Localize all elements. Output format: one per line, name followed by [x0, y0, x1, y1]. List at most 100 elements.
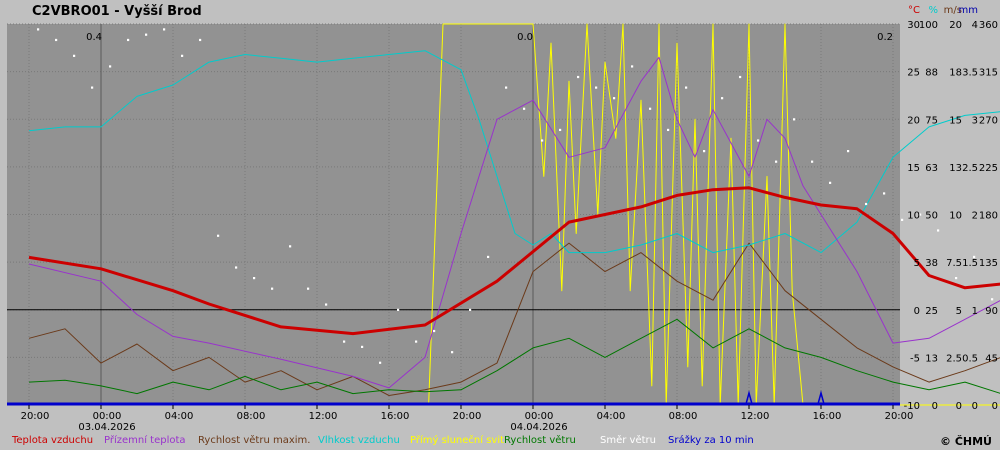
chart-title: C2VBRO01 - Vyšší Brod [32, 4, 202, 19]
x-axis: 20:00 00:00 04:00 08:00 12:00 16:00 20:00 00:00… [21, 405, 914, 433]
x-tick-label: 12:00 [741, 411, 770, 422]
unit-label: % [928, 5, 938, 16]
wind-direction-point [577, 75, 580, 79]
precip-layer [7, 390, 900, 406]
radiation-scale-label: 0.4 [86, 32, 102, 43]
y-tick-wind_speed: 13 [949, 163, 962, 174]
legend-entry: Srážky za 10 min [668, 434, 754, 446]
x-tick-label: 08:00 [669, 411, 698, 422]
unit-labels: °C% m/smm [908, 5, 978, 16]
wind-direction-point [541, 139, 544, 142]
y-tick-wind_direction: 270 [979, 115, 998, 126]
x-tick-label: 04:00 [165, 411, 194, 422]
wind-direction-point [217, 234, 220, 237]
wind-direction-point [973, 255, 976, 259]
wind-direction-layer [37, 28, 994, 364]
x-tick-label: 08:00 [237, 411, 266, 422]
wind-direction-point [757, 139, 760, 142]
wind-direction-point [721, 97, 724, 100]
wind-direction-point [55, 38, 58, 42]
wind-direction-point [829, 181, 832, 184]
wind-direction-point [163, 28, 166, 31]
wind-direction-point [739, 75, 742, 79]
x-tick-label: 04:00 [597, 411, 626, 422]
wind-direction-point [901, 218, 904, 221]
y-tick-wind_direction: 45 [985, 353, 998, 364]
wind-direction-point [955, 277, 958, 280]
y-tick-temperature: 15 [907, 163, 920, 174]
radiation-scale-label: 0.0 [517, 32, 533, 43]
wind-direction-point [559, 128, 562, 132]
y-tick-precipitation: 0.5 [962, 353, 978, 364]
series-wind [28, 318, 1000, 395]
x-tick-label: 16:00 [381, 411, 410, 422]
y-tick-wind_speed: 10 [949, 211, 962, 222]
x-tick-label: 00:00 [93, 411, 122, 422]
y-tick-temperature: 30 [907, 20, 920, 31]
x-tick-label: 20:00 [21, 411, 50, 422]
y-tick-temperature: -10 [904, 401, 920, 412]
legend: Teplota vzduchu Přízemní teplota Rychlost … [11, 434, 754, 446]
y-tick-humidity: 63 [925, 163, 938, 174]
y-tick-wind_direction: 0 [992, 401, 998, 412]
y-tick-wind_direction: 360 [979, 20, 998, 31]
wind-direction-point [505, 86, 508, 89]
wind-direction-point [253, 277, 256, 280]
wind-direction-point [145, 33, 148, 36]
y-tick-temperature: 0 [914, 306, 920, 317]
precip-mark [817, 390, 825, 405]
wind-direction-point [793, 118, 796, 121]
legend-entry: Rychlost větru [504, 434, 576, 446]
wind-direction-point [469, 308, 472, 311]
series-gust [28, 242, 1000, 396]
wind-direction-point [937, 229, 940, 232]
y-tick-precipitation: 4 [972, 20, 978, 31]
x-tick-label: 16:00 [813, 411, 842, 422]
wind-direction-point [847, 150, 850, 153]
legend-entry: Přímý sluneční svit [410, 434, 504, 446]
y-tick-humidity: 100 [919, 20, 938, 31]
precip-mark [745, 390, 753, 405]
wind-direction-point [685, 86, 688, 89]
wind-direction-point [91, 86, 94, 89]
y-tick-wind_direction: 90 [985, 306, 998, 317]
y-axes: 302520151050-5-1010088756350382513020181… [904, 20, 998, 412]
wind-direction-point [235, 266, 238, 269]
y-tick-wind_speed: 15 [949, 115, 962, 126]
legend-entry: Rychlost větru maxim. [198, 434, 310, 446]
wind-direction-point [631, 65, 634, 68]
y-tick-humidity: 75 [925, 115, 938, 126]
y-tick-wind_speed: 20 [949, 20, 962, 31]
wind-direction-point [271, 287, 274, 290]
wind-direction-point [415, 340, 418, 343]
radiation-scale-label: 0.2 [877, 32, 893, 43]
unit-label: m/s [944, 5, 962, 16]
y-tick-humidity: 0 [932, 401, 938, 412]
legend-entry: Teplota vzduchu [11, 435, 93, 446]
y-tick-wind_speed: 5 [956, 306, 962, 317]
y-tick-wind_direction: 135 [979, 258, 998, 269]
x-tick-label: 20:00 [453, 411, 482, 422]
y-tick-wind_direction: 180 [979, 211, 998, 222]
y-tick-precipitation: 1 [972, 306, 978, 317]
wind-direction-point [361, 345, 364, 348]
y-tick-precipitation: 2.5 [962, 163, 978, 174]
wind-direction-point [109, 65, 112, 68]
legend-entry: Směr větru [600, 434, 656, 446]
wind-direction-point [811, 160, 814, 163]
wind-direction-point [379, 361, 382, 364]
wind-direction-point [487, 255, 490, 259]
series-layer [28, 23, 1000, 406]
wind-direction-point [37, 28, 40, 31]
y-tick-wind_speed: 7.5 [946, 258, 962, 269]
x-tick-label: 12:00 [309, 411, 338, 422]
y-tick-wind_direction: 315 [979, 68, 998, 79]
unit-label: mm [959, 5, 978, 16]
y-tick-temperature: 25 [907, 68, 920, 79]
wind-direction-point [199, 38, 202, 42]
x-tick-label: 20:00 [885, 411, 914, 422]
y-tick-temperature: 20 [907, 115, 920, 126]
copyright: © ČHMÚ [940, 435, 992, 448]
y-tick-temperature: 5 [914, 258, 920, 269]
legend-entry: Přízemní teplota [104, 434, 186, 446]
